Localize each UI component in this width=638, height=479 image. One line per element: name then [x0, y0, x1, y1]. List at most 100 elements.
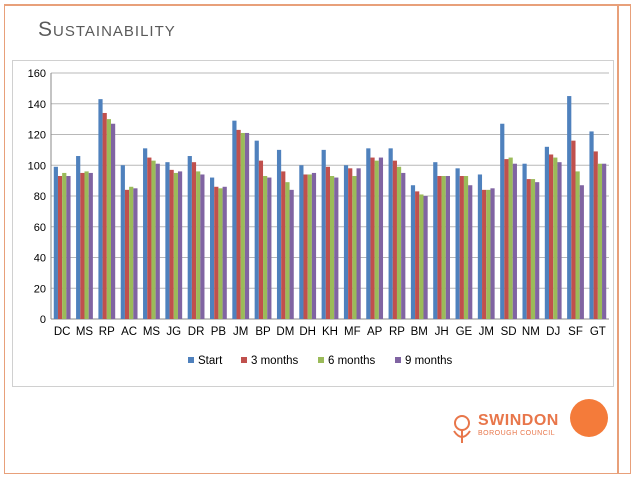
bar: [111, 123, 116, 319]
bar: [325, 166, 330, 319]
x-tick-label: GE: [456, 326, 473, 338]
bar: [579, 185, 584, 319]
bar: [66, 176, 71, 319]
bar: [53, 166, 58, 319]
x-tick-label: DC: [54, 326, 71, 338]
bar: [267, 177, 272, 319]
bar: [311, 172, 317, 319]
bar: [597, 163, 603, 319]
x-tick-label: NM: [522, 326, 540, 338]
bar: [508, 157, 513, 319]
bar: [173, 172, 178, 319]
bar: [522, 163, 527, 319]
y-tick-label: 60: [34, 222, 46, 234]
y-tick-label: 140: [28, 99, 46, 111]
legend-label: 3 months: [251, 355, 299, 367]
bar: [544, 146, 549, 319]
bar: [401, 172, 406, 319]
x-tick-label: GT: [590, 326, 606, 338]
logo-name: SWINDON: [478, 412, 559, 429]
legend-swatch: [241, 357, 247, 363]
bar: [98, 99, 103, 319]
legend-label: 6 months: [328, 355, 376, 367]
x-tick-label: RP: [389, 326, 405, 338]
bar: [187, 156, 192, 319]
bar: [276, 149, 282, 319]
x-tick-label: RP: [99, 326, 115, 338]
bar: [236, 129, 241, 319]
bar: [334, 177, 339, 319]
bar: [388, 148, 393, 319]
bar-chart: 0 20 40 60 80 100 120 140 160 DC MS RP AC MS JG DR PB JM…: [28, 68, 609, 367]
x-tick-label: AP: [367, 326, 383, 338]
bar: [500, 123, 505, 319]
legend-swatch: [318, 357, 324, 363]
x-axis-ticks: DC MS RP AC MS JG DR PB JM BP DM DH KH MF AP RP BM JH GE JM…: [54, 326, 606, 338]
bar: [102, 112, 107, 319]
bar: [124, 189, 130, 319]
bar: [535, 182, 540, 319]
bars: [53, 96, 607, 319]
bar: [370, 157, 375, 319]
bar: [549, 154, 554, 319]
top-border-line: [4, 4, 631, 6]
y-tick-label: 40: [34, 253, 46, 265]
x-tick-label: DH: [299, 326, 316, 338]
bar: [80, 172, 85, 319]
bar: [244, 132, 250, 319]
x-tick-label: BM: [411, 326, 428, 338]
bar: [169, 169, 174, 319]
bar: [441, 176, 446, 319]
x-tick-label: MF: [344, 326, 361, 338]
y-tick-label: 120: [28, 130, 46, 142]
bar: [392, 160, 397, 319]
bar: [210, 177, 215, 319]
bar: [263, 176, 268, 319]
logo-subtitle: BOROUGH COUNCIL: [478, 430, 556, 437]
chart-legend: Start 3 months 6 months 9 months: [188, 355, 453, 367]
x-tick-label: JM: [479, 326, 494, 338]
bar: [352, 176, 357, 319]
x-tick-label: MS: [143, 326, 161, 338]
x-tick-label: DJ: [546, 326, 560, 338]
swindon-logo-icon: [453, 415, 471, 443]
legend-swatch: [188, 357, 194, 363]
bar: [593, 151, 598, 319]
bar: [88, 172, 93, 319]
x-tick-label: SF: [568, 326, 583, 338]
bar: [445, 176, 450, 319]
bar: [289, 189, 294, 319]
bar: [303, 174, 308, 319]
slide-title: Sustainability: [38, 18, 176, 41]
bar: [133, 188, 138, 319]
bar: [415, 191, 420, 319]
bar: [330, 176, 335, 319]
bar: [589, 131, 594, 319]
y-tick-label: 20: [34, 283, 46, 295]
decorative-circle: [570, 399, 608, 437]
right-border-line: [617, 4, 619, 474]
bar: [378, 157, 384, 319]
bar: [285, 182, 290, 319]
bar: [419, 194, 424, 319]
bar: [482, 189, 487, 319]
bar: [151, 160, 156, 319]
bar: [567, 96, 572, 319]
bar: [147, 157, 152, 319]
bar: [222, 186, 227, 319]
bar: [281, 171, 286, 319]
bar: [214, 186, 219, 319]
y-tick-label: 100: [28, 160, 46, 172]
bar: [468, 185, 473, 319]
bar: [62, 172, 67, 319]
bar: [575, 171, 580, 319]
bar: [218, 188, 223, 319]
x-tick-label: JH: [435, 326, 449, 338]
bar: [200, 174, 205, 319]
x-tick-label: AC: [121, 326, 137, 338]
bar: [76, 156, 81, 319]
legend-label: Start: [198, 355, 223, 367]
bar: [240, 132, 245, 319]
bar: [486, 189, 491, 319]
x-tick-label: BP: [255, 326, 271, 338]
